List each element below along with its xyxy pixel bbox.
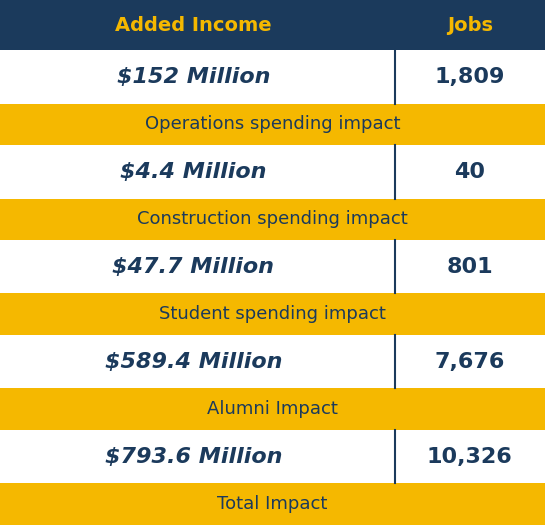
FancyBboxPatch shape	[0, 388, 545, 430]
FancyBboxPatch shape	[0, 240, 545, 293]
Text: Construction spending impact: Construction spending impact	[137, 211, 408, 228]
FancyBboxPatch shape	[0, 484, 545, 525]
Text: 10,326: 10,326	[427, 447, 513, 467]
Text: Total Impact: Total Impact	[217, 495, 328, 513]
Text: $152 Million: $152 Million	[117, 67, 270, 87]
Text: 7,676: 7,676	[434, 352, 505, 372]
FancyBboxPatch shape	[0, 145, 545, 198]
Text: Operations spending impact: Operations spending impact	[145, 116, 400, 133]
Text: $47.7 Million: $47.7 Million	[112, 257, 275, 277]
Text: $4.4 Million: $4.4 Million	[120, 162, 267, 182]
FancyBboxPatch shape	[0, 103, 545, 145]
Text: 801: 801	[446, 257, 493, 277]
Text: Student spending impact: Student spending impact	[159, 306, 386, 323]
Text: $589.4 Million: $589.4 Million	[105, 352, 282, 372]
Text: $793.6 Million: $793.6 Million	[105, 447, 282, 467]
FancyBboxPatch shape	[0, 335, 545, 388]
Text: Alumni Impact: Alumni Impact	[207, 400, 338, 418]
Text: 40: 40	[455, 162, 485, 182]
FancyBboxPatch shape	[0, 198, 545, 240]
FancyBboxPatch shape	[0, 0, 545, 50]
Text: Jobs: Jobs	[447, 16, 493, 35]
FancyBboxPatch shape	[0, 430, 545, 484]
Text: 1,809: 1,809	[434, 67, 505, 87]
FancyBboxPatch shape	[0, 50, 545, 103]
FancyBboxPatch shape	[0, 293, 545, 335]
Text: Added Income: Added Income	[115, 16, 272, 35]
